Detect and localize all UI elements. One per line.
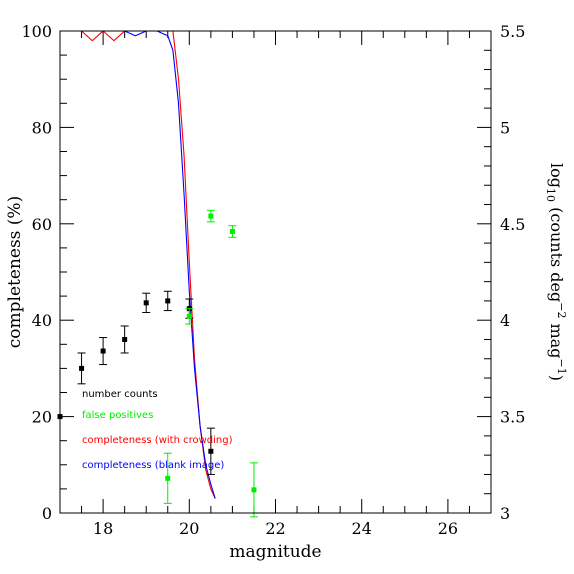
data-point [208, 448, 214, 454]
y-left-tick-label: 80 [32, 118, 52, 137]
tick-labels: 18 20 22 24 26 0 20 40 60 80 100 3 3.5 4 4.5 5 5.5 [21, 22, 525, 538]
legend-item-label: number counts [82, 389, 158, 400]
y-right-tick-label: 3.5 [500, 408, 525, 427]
completeness-line-2 [81, 31, 216, 499]
x-tick-label: 24 [352, 519, 372, 538]
y-right-label-sup2: −1 [555, 359, 568, 375]
data-point [122, 336, 128, 342]
x-tick-label: 18 [93, 519, 113, 538]
data-points [57, 209, 258, 518]
data-point [208, 213, 214, 219]
legend-item-label: completeness (with crowding) [82, 435, 233, 446]
y-left-tick-label: 0 [42, 504, 52, 523]
y-right-label-sub: 10 [544, 188, 557, 202]
axis-ticks [59, 30, 492, 514]
y-axis-right-label: log10 (counts deg−2 mag−1) [544, 163, 568, 381]
data-point [229, 229, 235, 235]
data-point [79, 365, 85, 371]
x-axis-label: magnitude [229, 542, 321, 562]
completeness-line-3 [81, 31, 216, 499]
y-left-tick-label: 60 [32, 215, 52, 234]
plot-frame [59, 30, 492, 514]
legend-item-label: completeness (blank image) [82, 460, 224, 471]
data-point [186, 313, 192, 319]
completeness-lines [81, 31, 216, 499]
y-left-tick-label: 40 [32, 311, 52, 330]
y-right-tick-label: 3 [500, 504, 510, 523]
x-tick-label: 26 [438, 519, 458, 538]
data-point [165, 298, 171, 304]
data-point [100, 348, 106, 354]
y-right-label-suffix: ) [547, 375, 566, 381]
legend-item-label: false positives [82, 410, 153, 421]
y-right-label-prefix: log [547, 163, 566, 188]
legend: number counts false positives completeness… [82, 389, 233, 471]
data-point [143, 300, 149, 306]
y-right-tick-label: 4.5 [500, 215, 525, 234]
y-left-tick-label: 100 [21, 22, 52, 41]
x-tick-label: 20 [179, 519, 199, 538]
y-right-label-mid1: (counts deg [547, 202, 566, 302]
data-point [165, 475, 171, 481]
y-axis-left-label: completeness (%) [5, 196, 25, 348]
data-point [251, 487, 257, 493]
y-right-tick-label: 5.5 [500, 22, 525, 41]
y-right-label-sup1: −2 [555, 302, 568, 318]
y-right-tick-label: 4 [500, 311, 510, 330]
y-left-tick-label: 20 [32, 408, 52, 427]
x-tick-label: 22 [265, 519, 285, 538]
y-right-tick-label: 5 [500, 118, 510, 137]
y-right-label-mid2: mag [547, 318, 566, 358]
